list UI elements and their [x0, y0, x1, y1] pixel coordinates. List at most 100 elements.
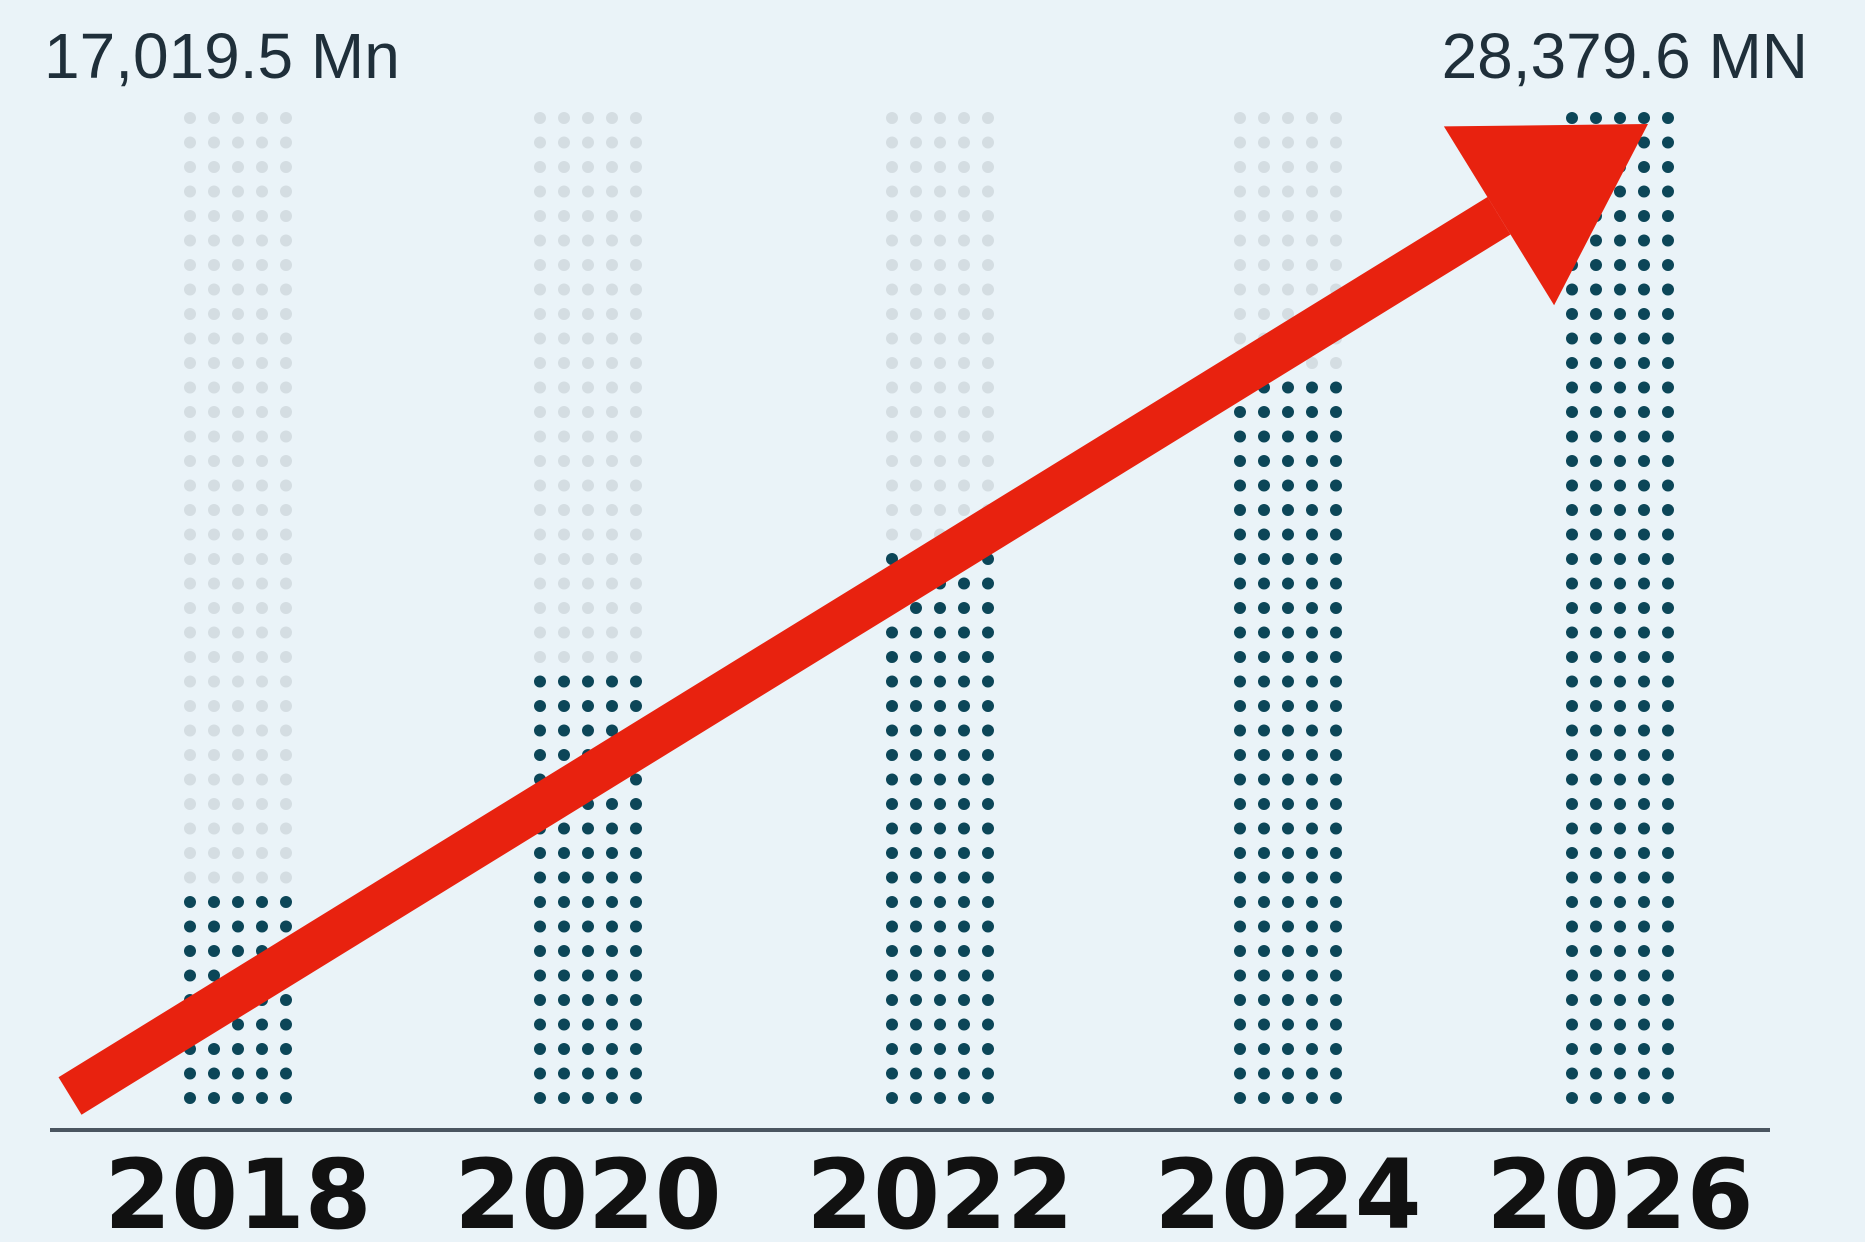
bar-dot-filled [1258, 749, 1270, 761]
bar-dot-empty [232, 185, 244, 198]
bar-dot-filled [534, 871, 546, 884]
bar-dot-filled [1258, 504, 1270, 516]
bar-dot-empty [558, 553, 570, 565]
bar-dot-filled [208, 945, 220, 957]
bar-dot-filled [1638, 1092, 1650, 1104]
bar-dot-filled [910, 724, 922, 737]
bar-dot-filled [1234, 577, 1246, 590]
bar-dot-filled [1282, 847, 1294, 859]
bar-dot-filled [1282, 626, 1294, 639]
bar-dot-empty [1330, 210, 1342, 222]
bar-dot-empty [208, 357, 220, 369]
bar-dot-filled [1330, 626, 1342, 639]
bar-dot-filled [1234, 406, 1246, 418]
bar-dot-filled [558, 945, 570, 957]
bar-dot-empty [1258, 161, 1270, 173]
bar-dot-empty [256, 504, 268, 516]
bar-dot-empty [606, 455, 618, 467]
bar-dot-empty [280, 700, 292, 712]
bar-dot-filled [1614, 577, 1626, 590]
bar-dot-filled [1282, 528, 1294, 541]
bar-dot-empty [606, 577, 618, 590]
bar-dot-filled [1638, 185, 1650, 198]
bar-dot-empty [208, 136, 220, 149]
bar-dot-empty [280, 161, 292, 173]
bar-dot-empty [606, 504, 618, 516]
bar-dot-filled [1638, 553, 1650, 565]
bar-dot-empty [958, 210, 970, 222]
bar-dot-filled [982, 749, 994, 761]
bar-dot-empty [910, 381, 922, 394]
bar-dot-filled [934, 969, 946, 982]
bar-dot-filled [934, 1092, 946, 1104]
bar-dot-filled [1566, 283, 1578, 296]
bar-dot-empty [886, 357, 898, 369]
bar-dot-empty [582, 210, 594, 222]
start-value-label: 17,019.5 Mn [44, 20, 400, 92]
bar-dot-empty [1330, 259, 1342, 271]
bar-dot-filled [1330, 553, 1342, 565]
bar-dot-filled [1306, 896, 1318, 908]
bar-dot-empty [558, 577, 570, 590]
bar-dot-empty [256, 847, 268, 859]
bar-dot-filled [958, 847, 970, 859]
bar-dot-filled [1234, 871, 1246, 884]
bar-dot-filled [1662, 455, 1674, 467]
bar-dot-filled [280, 1043, 292, 1055]
bar-dot-filled [1638, 602, 1650, 614]
bar-dot-empty [534, 455, 546, 467]
bar-dot-empty [1258, 185, 1270, 198]
bar-dot-filled [1662, 920, 1674, 933]
bar-dot-filled [1590, 896, 1602, 908]
bar-dot-empty [208, 479, 220, 492]
bar-dot-empty [606, 234, 618, 247]
bar-dot-filled [1258, 945, 1270, 957]
bar-dot-filled [1306, 847, 1318, 859]
bar-dot-filled [582, 871, 594, 884]
bar-dot-filled [1306, 1067, 1318, 1080]
bar-dot-filled [1590, 945, 1602, 957]
bar-dot-filled [982, 1092, 994, 1104]
bar-dot-filled [1306, 871, 1318, 884]
bar-dot-empty [630, 210, 642, 222]
bar-dot-filled [934, 896, 946, 908]
bar-dot-empty [232, 332, 244, 345]
bar-dot-filled [982, 969, 994, 982]
bar-dot-empty [208, 308, 220, 320]
bar-dot-empty [534, 161, 546, 173]
bar-dot-filled [1614, 234, 1626, 247]
bar-dot-empty [232, 847, 244, 859]
bar-dot-filled [256, 1067, 268, 1080]
bar-dot-filled [1638, 920, 1650, 933]
bar-dot-filled [558, 871, 570, 884]
bar-dot-filled [232, 945, 244, 957]
bar-dot-empty [582, 185, 594, 198]
bar-dot-empty [958, 430, 970, 443]
bar-dot-empty [1306, 136, 1318, 149]
bar-dot-filled [1306, 724, 1318, 737]
bar-dot-filled [1306, 798, 1318, 810]
bar-dot-empty [256, 210, 268, 222]
bar-dot-empty [232, 871, 244, 884]
bar-dot-filled [1590, 577, 1602, 590]
bar-dot-empty [208, 798, 220, 810]
bar-dot-empty [184, 112, 196, 124]
bar-dot-filled [1662, 749, 1674, 761]
bar-dot-filled [982, 651, 994, 663]
bar-dot-empty [256, 185, 268, 198]
bar-dot-filled [1566, 675, 1578, 688]
bar-dot-empty [606, 308, 618, 320]
bar-dot-filled [1662, 479, 1674, 492]
bar-dot-filled [1306, 626, 1318, 639]
bar-dot-filled [1330, 479, 1342, 492]
bar-dot-filled [886, 994, 898, 1006]
bar-dot-filled [1306, 381, 1318, 394]
bar-dot-empty [958, 136, 970, 149]
bar-dot-filled [1282, 504, 1294, 516]
bar-dot-filled [886, 896, 898, 908]
bar-dot-filled [1234, 430, 1246, 443]
bar-dot-filled [1282, 553, 1294, 565]
bar-dot-filled [982, 798, 994, 810]
bar-dot-empty [208, 773, 220, 786]
bar-dot-filled [958, 700, 970, 712]
